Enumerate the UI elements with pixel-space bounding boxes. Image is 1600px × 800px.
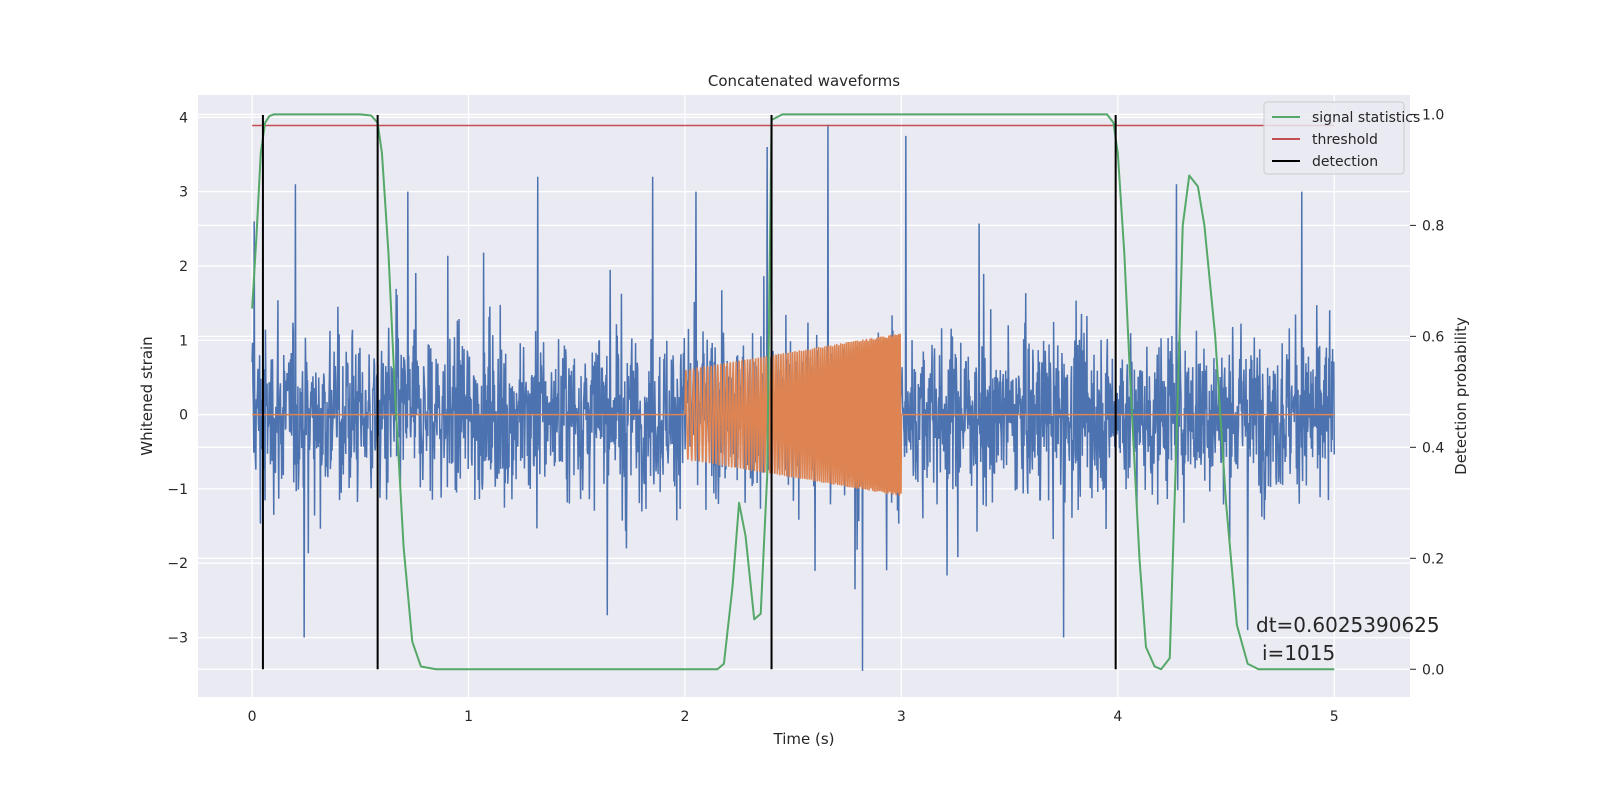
right-y-tick-labels: 0.0 0.2 0.4 0.6 0.8 1.0	[1410, 107, 1444, 678]
x-tick-label: 0	[248, 709, 257, 725]
right-y-gridlines	[198, 113, 1410, 670]
right-y-tick-label: 0.2	[1422, 551, 1444, 567]
y-tick-label: 4	[179, 110, 188, 126]
chart-title: Concatenated waveforms	[708, 72, 900, 90]
right-y-tick-label: 0.4	[1422, 440, 1444, 456]
y-tick-label: −2	[167, 556, 188, 572]
legend: signal statistics threshold detection	[1263, 101, 1420, 175]
x-axis-label: Time (s)	[773, 730, 835, 748]
y-axis-label: Whitened strain	[138, 336, 156, 455]
y-tick-label: 1	[179, 333, 188, 349]
legend-box	[1263, 101, 1405, 175]
x-tick-label: 3	[897, 709, 906, 725]
annotation-index: i=1015	[1262, 641, 1335, 665]
right-y-tick-label: 1.0	[1422, 107, 1444, 123]
annotation-dt: dt=0.6025390625	[1256, 613, 1440, 637]
x-tick-label: 1	[464, 709, 473, 725]
right-y-tick-label: 0.0	[1422, 662, 1444, 678]
series-layer	[251, 113, 1335, 671]
right-y-tick-label: 0.8	[1422, 218, 1444, 234]
legend-label: signal statistics	[1312, 110, 1420, 126]
x-tick-label: 5	[1330, 709, 1339, 725]
legend-label: detection	[1312, 154, 1378, 170]
x-tick-label: 2	[681, 709, 690, 725]
y-tick-label: 0	[179, 408, 188, 424]
y-tick-labels: −3 −2 −1 0 1 2 3 4	[167, 110, 188, 646]
y-tick-label: −1	[167, 482, 188, 498]
waveform-line	[252, 333, 1335, 496]
right-y-axis-label: Detection probability	[1452, 317, 1470, 475]
right-y-tick-label: 0.6	[1422, 329, 1444, 345]
x-tick-labels: 0 1 2 3 4 5	[248, 709, 1339, 725]
x-tick-label: 4	[1113, 709, 1122, 725]
legend-label: threshold	[1312, 132, 1378, 148]
y-tick-label: 3	[179, 185, 188, 201]
y-tick-label: 2	[179, 259, 188, 275]
y-tick-label: −3	[167, 631, 188, 647]
signal-statistics-line	[251, 113, 1335, 671]
